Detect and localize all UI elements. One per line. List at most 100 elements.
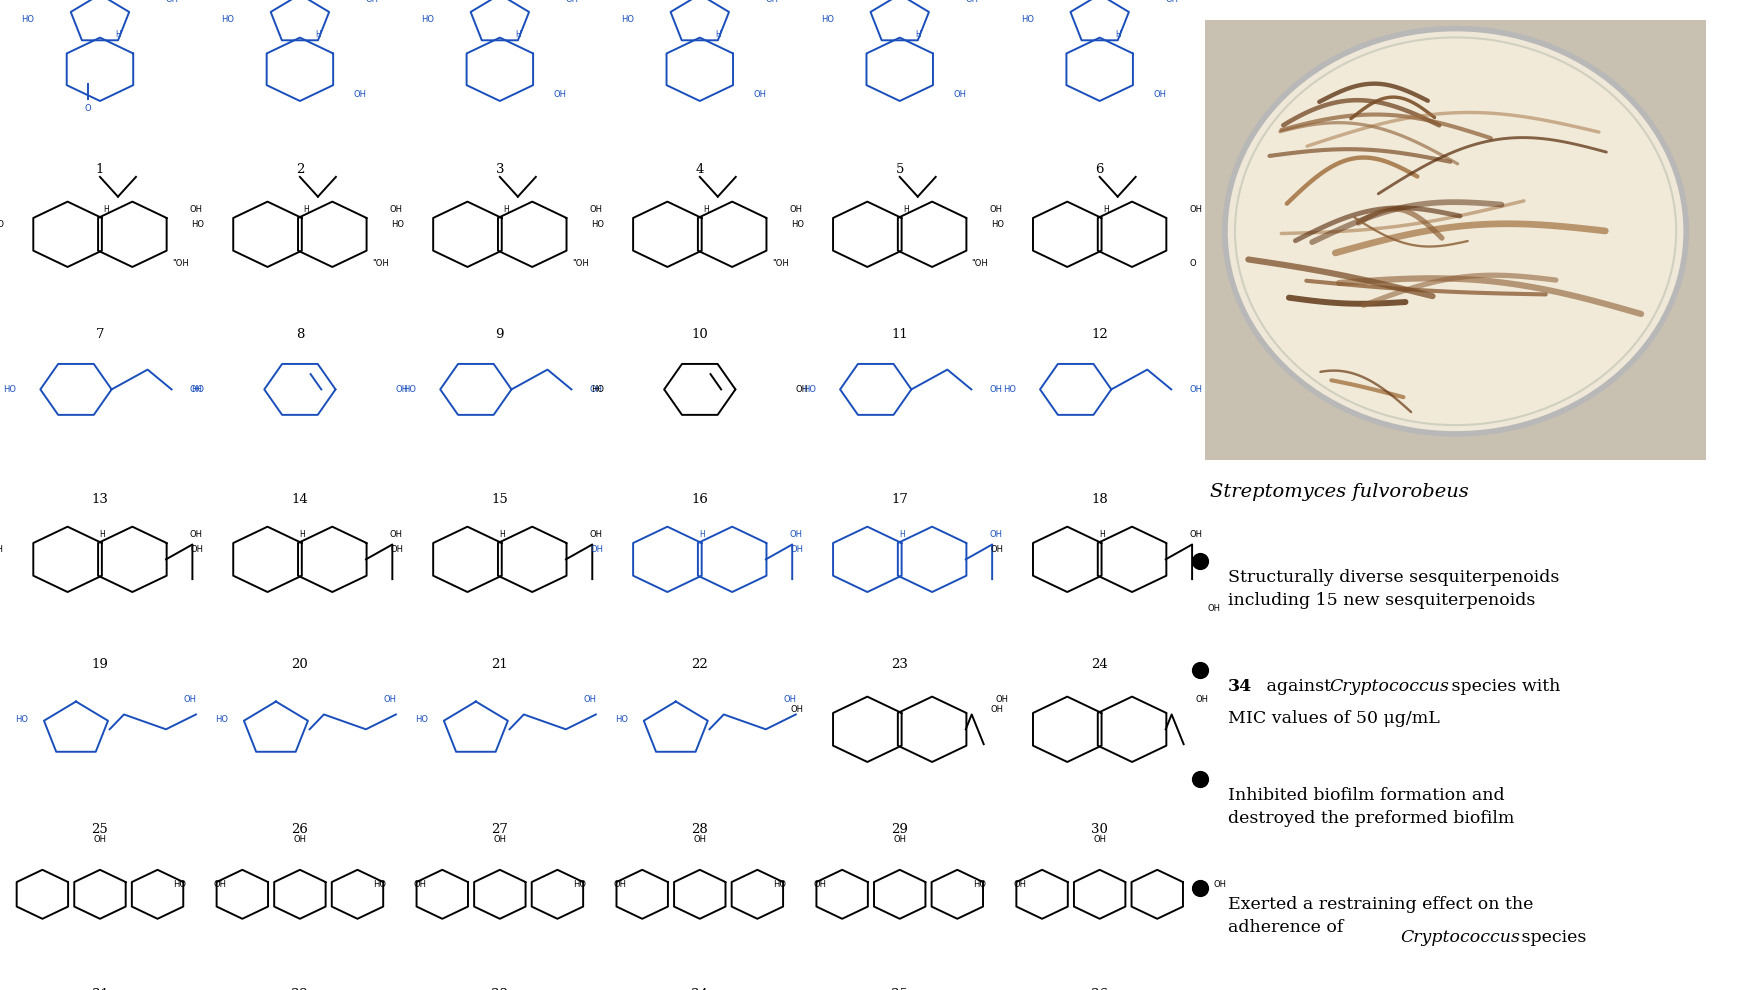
Text: O: O <box>1189 259 1196 268</box>
Text: OH: OH <box>990 530 1003 540</box>
Text: 27: 27 <box>491 824 508 837</box>
Text: 18: 18 <box>1091 493 1108 506</box>
Text: OH: OH <box>755 89 767 99</box>
Text: OH: OH <box>413 880 427 889</box>
Text: H: H <box>100 530 106 540</box>
Point <box>1186 662 1214 678</box>
Text: OH: OH <box>589 385 603 394</box>
Text: OH: OH <box>990 205 1003 214</box>
Text: OH: OH <box>990 705 1004 714</box>
Text: OH: OH <box>693 836 707 844</box>
Text: HO: HO <box>222 15 234 25</box>
Text: OH: OH <box>1189 385 1203 394</box>
Text: HO: HO <box>0 220 4 229</box>
Text: 29: 29 <box>892 824 908 837</box>
Text: OH: OH <box>1189 205 1203 214</box>
Text: 8: 8 <box>296 329 304 342</box>
Text: OH: OH <box>765 0 779 5</box>
Text: OH: OH <box>1196 695 1208 704</box>
Text: OH: OH <box>1154 89 1166 99</box>
Text: Cryptococcus: Cryptococcus <box>1330 678 1449 695</box>
Text: OH: OH <box>584 695 596 704</box>
Text: HO: HO <box>616 715 628 724</box>
Text: H: H <box>704 205 709 214</box>
Text: OH: OH <box>591 544 603 554</box>
Text: OH: OH <box>366 0 378 5</box>
Text: 9: 9 <box>496 329 505 342</box>
Text: HO: HO <box>172 880 186 889</box>
Text: 28: 28 <box>691 824 709 837</box>
Text: HO: HO <box>373 880 385 889</box>
Text: 24: 24 <box>1091 658 1108 671</box>
Text: OH: OH <box>190 385 202 394</box>
Text: HO: HO <box>415 715 427 724</box>
Text: OH: OH <box>294 836 306 844</box>
Text: OH: OH <box>792 705 804 714</box>
Text: OH: OH <box>493 836 507 844</box>
Text: OH: OH <box>996 695 1008 704</box>
Text: HO: HO <box>16 715 28 724</box>
Text: Streptomyces fulvorobeus: Streptomyces fulvorobeus <box>1210 483 1469 501</box>
Text: HO: HO <box>573 880 586 889</box>
Text: OH: OH <box>390 530 403 540</box>
Text: H: H <box>1115 30 1120 40</box>
Text: 16: 16 <box>691 493 709 506</box>
Text: OH: OH <box>614 880 626 889</box>
Text: 35: 35 <box>892 988 908 990</box>
Text: HO: HO <box>420 15 434 25</box>
Text: OH: OH <box>390 544 405 554</box>
Text: HO: HO <box>403 385 417 394</box>
Text: OH: OH <box>1189 530 1203 540</box>
Text: HO: HO <box>192 220 204 229</box>
Text: H: H <box>902 205 909 214</box>
Text: "OH: "OH <box>772 259 788 268</box>
Text: against: against <box>1261 678 1337 695</box>
Text: 5: 5 <box>895 163 904 176</box>
Text: OH: OH <box>566 0 579 5</box>
Text: H: H <box>114 30 121 40</box>
Text: HO: HO <box>973 880 985 889</box>
Text: 10: 10 <box>691 329 709 342</box>
Text: HO: HO <box>1020 15 1034 25</box>
Text: OH: OH <box>790 530 802 540</box>
Text: 19: 19 <box>91 658 109 671</box>
Point <box>1186 553 1214 569</box>
Text: 1: 1 <box>95 163 104 176</box>
Text: OH: OH <box>589 205 603 214</box>
Text: 33: 33 <box>491 988 508 990</box>
Text: OH: OH <box>190 530 202 540</box>
Text: HO: HO <box>621 15 633 25</box>
Text: H: H <box>104 205 109 214</box>
Text: "OH: "OH <box>371 259 389 268</box>
Text: 14: 14 <box>292 493 308 506</box>
Text: 26: 26 <box>292 824 308 837</box>
Text: 12: 12 <box>1091 329 1108 342</box>
Text: "OH: "OH <box>971 259 989 268</box>
Text: 34: 34 <box>1228 678 1252 695</box>
Text: 2: 2 <box>296 163 304 176</box>
Text: OH: OH <box>990 544 1004 554</box>
Text: H: H <box>315 30 320 40</box>
Text: OH: OH <box>93 836 107 844</box>
Text: HO: HO <box>772 880 786 889</box>
Text: H: H <box>700 530 705 540</box>
Text: 30: 30 <box>1091 824 1108 837</box>
Text: H: H <box>503 205 508 214</box>
Text: OH: OH <box>396 385 408 394</box>
Text: HO: HO <box>192 385 204 394</box>
Text: 6: 6 <box>1096 163 1105 176</box>
Text: HO: HO <box>21 15 33 25</box>
Text: OH: OH <box>1092 836 1106 844</box>
Text: H: H <box>915 30 920 40</box>
Text: 23: 23 <box>892 658 908 671</box>
Text: OH: OH <box>790 205 802 214</box>
Text: 31: 31 <box>91 988 109 990</box>
Text: OH: OH <box>785 695 797 704</box>
Text: HO: HO <box>1003 385 1017 394</box>
Text: H: H <box>515 30 521 40</box>
Text: OH: OH <box>354 89 368 99</box>
Text: OH: OH <box>953 89 967 99</box>
Text: 22: 22 <box>691 658 709 671</box>
Text: H: H <box>899 530 904 540</box>
Text: 4: 4 <box>695 163 704 176</box>
